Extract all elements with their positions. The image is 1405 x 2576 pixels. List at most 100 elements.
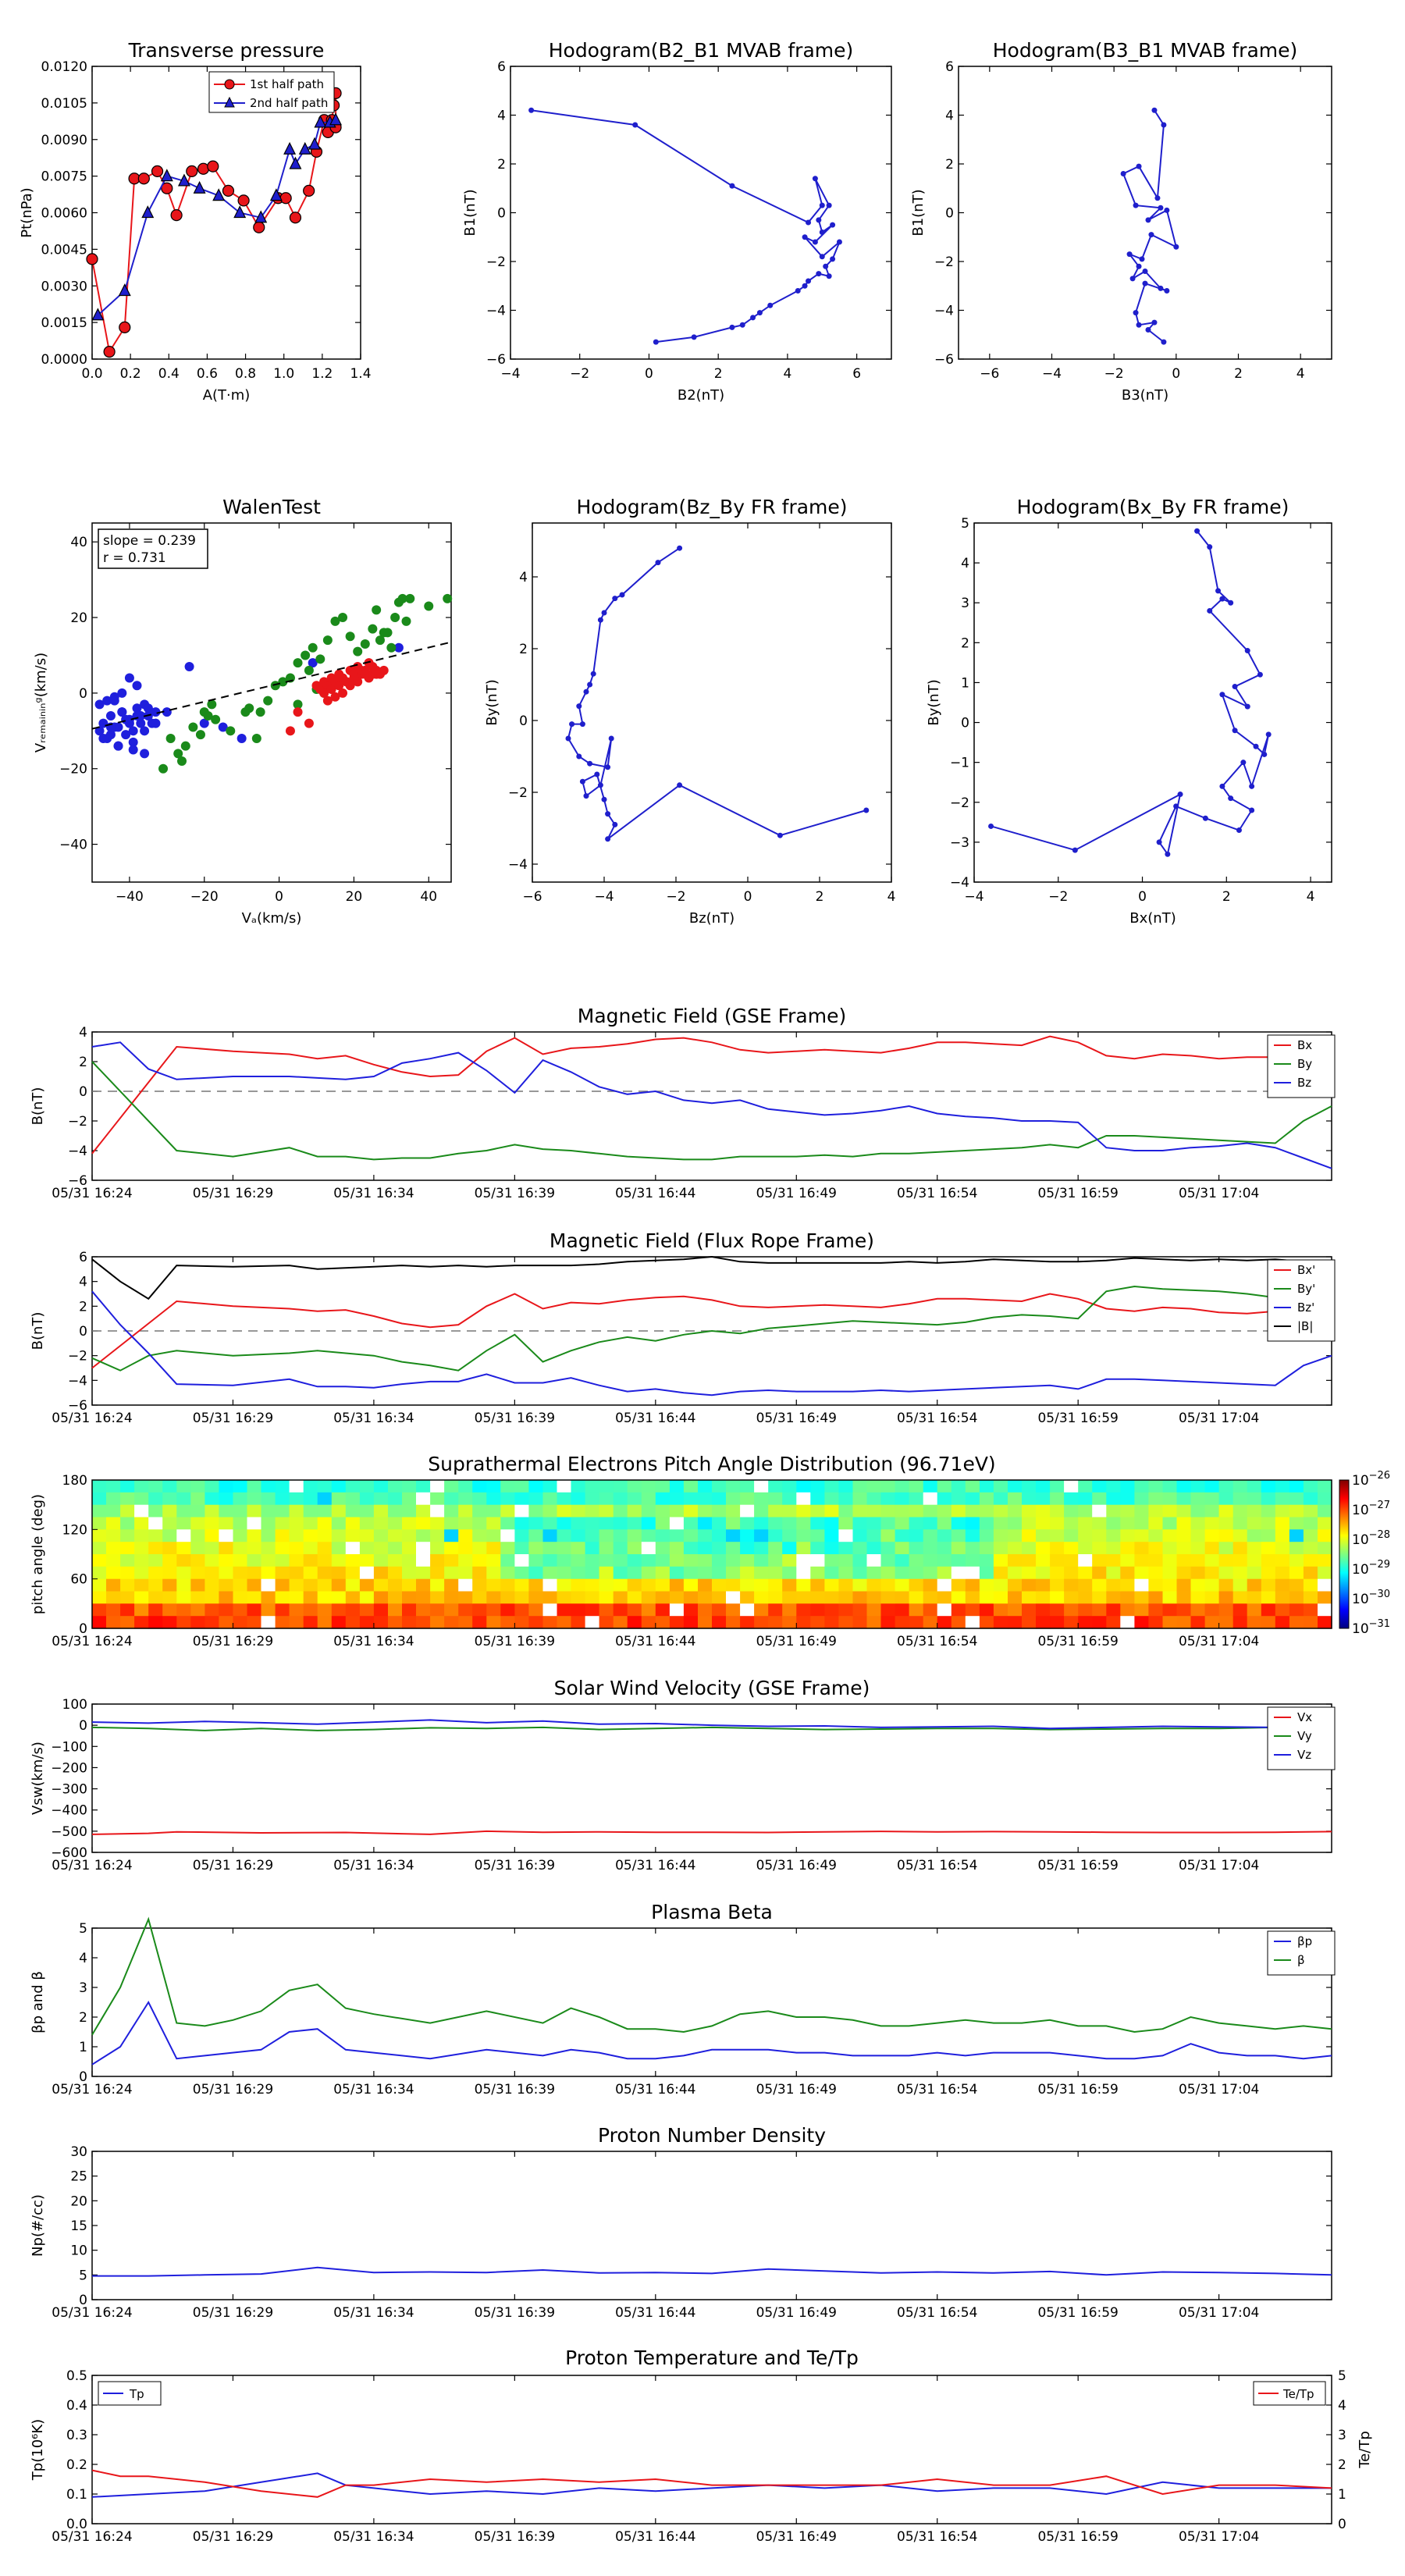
x-tick-label: 05/31 16:39 <box>475 2305 555 2321</box>
heatmap-cell <box>627 1504 642 1518</box>
heatmap-cell <box>740 1492 755 1506</box>
y-tick-label: 0 <box>79 2069 87 2085</box>
heatmap-cell <box>782 1517 797 1530</box>
heatmap-cell <box>1148 1603 1163 1617</box>
data-point <box>1232 728 1238 734</box>
data-point <box>199 707 209 717</box>
data-point <box>677 782 683 788</box>
heatmap-cell <box>233 1504 248 1518</box>
heatmap-cell <box>796 1480 811 1493</box>
heatmap-cell <box>712 1591 727 1604</box>
heatmap-cell <box>1036 1480 1051 1493</box>
heatmap-cell <box>1106 1578 1121 1592</box>
y-right-tick-label: 4 <box>1338 2398 1346 2414</box>
data-point <box>119 321 131 333</box>
heatmap-cell <box>1261 1591 1276 1604</box>
y-axis-label: B1(nT) <box>910 189 927 236</box>
heatmap-cell <box>923 1566 938 1580</box>
heatmap-cell <box>233 1591 248 1604</box>
heatmap-cell <box>641 1504 656 1518</box>
heatmap-cell <box>388 1554 403 1567</box>
data-point <box>1244 703 1250 710</box>
heatmap-cell <box>92 1480 107 1493</box>
heatmap-cell <box>416 1603 431 1617</box>
heatmap-cell <box>542 1542 558 1555</box>
x-tick-label: −4 <box>964 889 984 905</box>
heatmap-cell <box>444 1517 459 1530</box>
heatmap-cell <box>768 1492 783 1506</box>
data-point <box>113 741 123 751</box>
heatmap-cell <box>796 1591 811 1604</box>
heatmap-cell <box>1289 1603 1304 1617</box>
heatmap-cell <box>205 1554 219 1567</box>
heatmap-cell <box>866 1591 882 1604</box>
colorbar-tick-label: 10−28 <box>1352 1529 1390 1548</box>
heatmap-cell <box>810 1542 825 1555</box>
heatmap-cell <box>1204 1529 1220 1542</box>
heatmap-cell <box>754 1529 769 1542</box>
heatmap-cell <box>726 1603 741 1617</box>
heatmap-cell <box>106 1542 121 1555</box>
heatmap-cell <box>599 1529 614 1542</box>
heatmap-cell <box>909 1529 924 1542</box>
heatmap-cell <box>1289 1616 1304 1629</box>
data-point <box>386 642 397 653</box>
heatmap-cell <box>1275 1554 1290 1567</box>
heatmap-cell <box>1303 1504 1318 1518</box>
data-point <box>360 639 370 649</box>
colorbar-tick-base: 10 <box>1352 1503 1369 1518</box>
data-point <box>579 721 585 728</box>
heatmap-cell <box>796 1554 811 1567</box>
y-tick-label: −200 <box>51 1760 87 1776</box>
heatmap-cell <box>1218 1591 1234 1604</box>
heatmap-cell <box>599 1578 614 1592</box>
chart-hxy: Hodogram(Bx_By FR frame)−4 −2 0 2 4−4−3−2−10… <box>926 496 1332 927</box>
heatmap-cell <box>993 1529 1008 1542</box>
heatmap-cell <box>1232 1492 1248 1506</box>
annotation-text: slope = 0.239 <box>103 533 196 549</box>
data-point <box>677 545 683 551</box>
heatmap-cell <box>190 1603 205 1617</box>
heatmap-cell <box>444 1566 459 1580</box>
data-point <box>1228 795 1234 802</box>
heatmap-cell <box>1190 1603 1206 1617</box>
heatmap-cell <box>585 1566 600 1580</box>
heatmap-cell <box>317 1517 333 1530</box>
heatmap-cell <box>359 1504 375 1518</box>
heatmap-cell <box>120 1616 135 1629</box>
heatmap-cell <box>1204 1517 1220 1530</box>
data-point <box>393 642 404 653</box>
heatmap-cell <box>1303 1578 1318 1592</box>
data-point <box>1240 760 1247 766</box>
heatmap-cell <box>599 1554 614 1567</box>
heatmap-cell <box>289 1529 304 1542</box>
heatmap-cell <box>557 1492 572 1506</box>
heatmap-cell <box>359 1578 375 1592</box>
heatmap-cell <box>500 1591 515 1604</box>
heatmap-cell <box>712 1578 727 1592</box>
heatmap-cell <box>416 1480 431 1493</box>
x-tick-label: 05/31 17:04 <box>1179 1858 1259 1873</box>
heatmap-cell <box>557 1591 572 1604</box>
heatmap-cell <box>1218 1529 1234 1542</box>
y-tick-label: 0 <box>79 1084 87 1100</box>
heatmap-cell <box>514 1492 529 1506</box>
x-tick-label: 0.6 <box>197 366 218 382</box>
x-tick-label: 0.4 <box>158 366 180 382</box>
heatmap-cell <box>134 1554 149 1567</box>
heatmap-cell <box>472 1517 487 1530</box>
data-point <box>1207 544 1213 550</box>
heatmap-cell <box>134 1578 149 1592</box>
heatmap-cell <box>1092 1492 1107 1506</box>
heatmap-cell <box>1261 1603 1276 1617</box>
heatmap-cell <box>1176 1542 1192 1555</box>
heatmap-cell <box>923 1554 938 1567</box>
x-tick-label: 05/31 16:49 <box>756 1858 837 1873</box>
heatmap-cell <box>1092 1529 1107 1542</box>
heatmap-cell <box>500 1504 515 1518</box>
heatmap-cell <box>641 1578 656 1592</box>
heatmap-cell <box>92 1529 107 1542</box>
heatmap-cell <box>965 1566 980 1580</box>
heatmap-cell <box>965 1480 980 1493</box>
